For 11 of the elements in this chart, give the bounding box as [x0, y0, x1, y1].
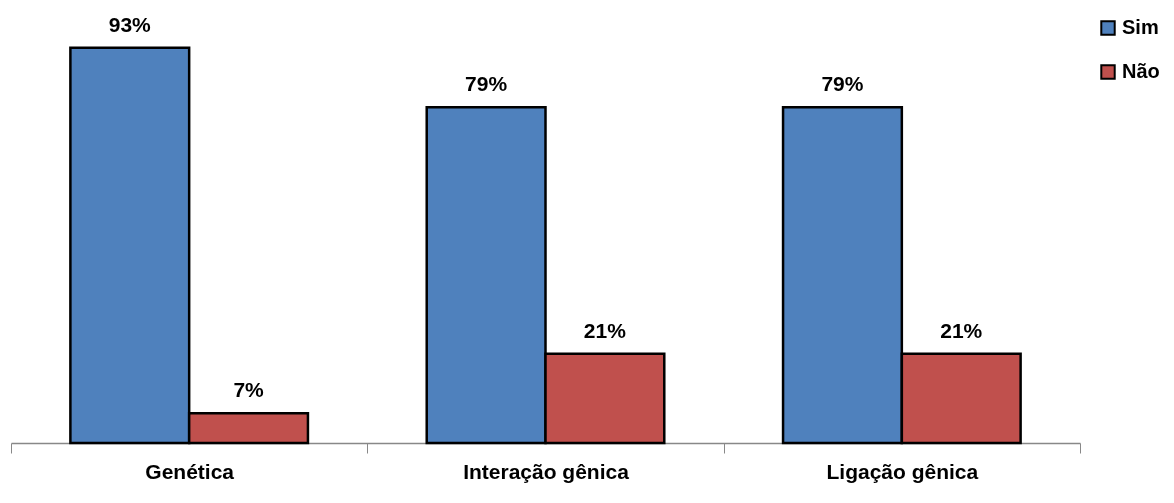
data-label: 21% [583, 318, 627, 342]
legend-label: Não [1122, 60, 1160, 82]
legend-label: Sim [1122, 16, 1159, 38]
data-label: 93% [108, 12, 152, 36]
x-tick-label: Interação gênica [463, 459, 630, 483]
data-label: 7% [233, 378, 265, 402]
data-label: 79% [465, 72, 508, 96]
x-tick-label: Genética [145, 459, 235, 483]
data-label: 21% [940, 318, 983, 342]
data-label: 79% [821, 72, 864, 96]
x-tick-label: Ligação gênica [826, 459, 979, 483]
